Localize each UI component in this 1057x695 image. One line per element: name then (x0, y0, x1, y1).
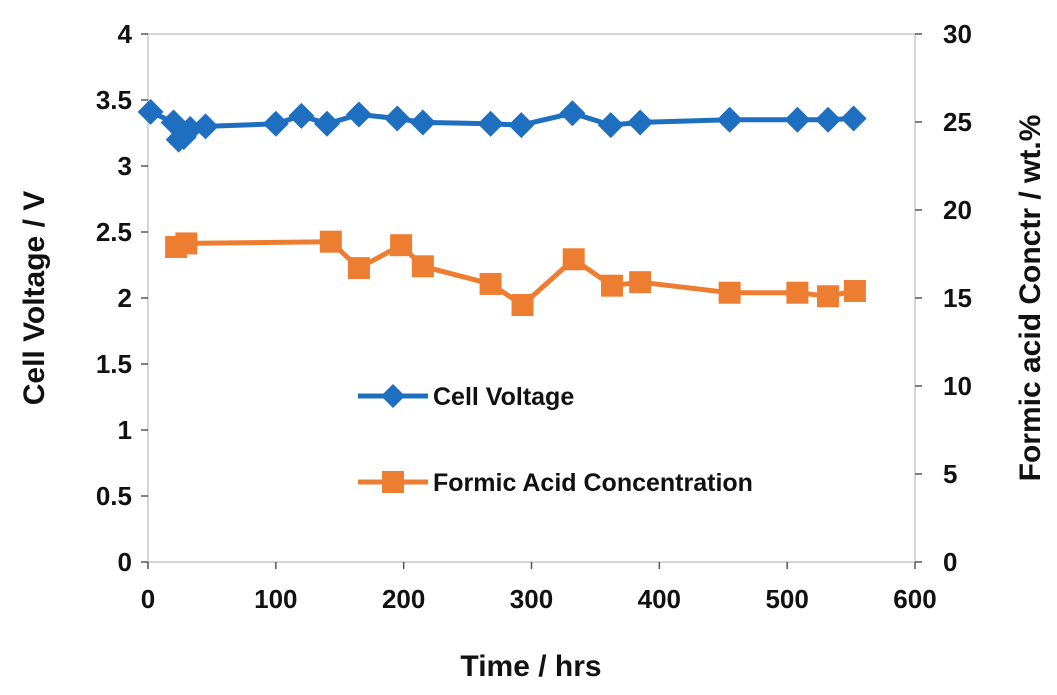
y2-tick-label: 5 (943, 459, 957, 489)
data-point-formic-acid (390, 234, 413, 257)
data-point-cell-voltage (313, 110, 340, 137)
y2-tick-label: 10 (943, 371, 972, 401)
data-point-cell-voltage (784, 106, 811, 133)
y-tick-label: 1 (118, 415, 132, 445)
y-tick-label: 2.5 (96, 217, 132, 247)
x-axis-title: Time / hrs (460, 650, 601, 683)
data-point-cell-voltage (716, 106, 743, 133)
x-tick-label: 600 (893, 584, 936, 614)
y-axis-title: Cell Voltage / V (18, 191, 51, 406)
data-point-formic-acid (175, 232, 198, 255)
y-tick-label: 1.5 (96, 349, 132, 379)
data-point-cell-voltage (288, 102, 315, 129)
data-point-cell-voltage (815, 106, 842, 133)
legend-marker-formic-acid (382, 471, 404, 493)
data-point-cell-voltage (409, 109, 436, 136)
data-point-formic-acid (411, 255, 434, 278)
x-tick-label: 200 (382, 584, 425, 614)
data-point-formic-acid (786, 281, 809, 304)
y2-tick-label: 30 (943, 19, 972, 49)
y-tick-label: 0.5 (96, 481, 132, 511)
data-point-cell-voltage (627, 109, 654, 136)
y2-tick-label: 20 (943, 195, 972, 225)
y2-tick-label: 15 (943, 283, 972, 313)
data-point-cell-voltage (597, 112, 624, 139)
x-tick-label: 100 (254, 584, 297, 614)
legend-label-cell-voltage: Cell Voltage (433, 383, 574, 411)
data-point-formic-acid (479, 272, 502, 295)
y-tick-label: 2 (118, 283, 132, 313)
data-point-cell-voltage (477, 110, 504, 137)
x-tick-label: 0 (141, 584, 155, 614)
legend: Cell Voltage Formic Acid Concentration (358, 383, 753, 497)
y-tick-label: 3 (118, 151, 132, 181)
data-point-cell-voltage (345, 101, 372, 128)
data-point-cell-voltage (262, 110, 289, 137)
y2-axis-title: Formic acid Conctr / wt.% (1014, 115, 1047, 482)
y-tick-label: 4 (118, 19, 133, 49)
data-point-formic-acid (629, 271, 652, 294)
data-point-cell-voltage (508, 112, 535, 139)
data-point-cell-voltage (559, 100, 586, 127)
data-point-formic-acid (843, 279, 866, 302)
y2-tick-label: 0 (943, 547, 957, 577)
series-layer (137, 98, 867, 317)
data-point-formic-acid (817, 285, 840, 308)
data-point-formic-acid (319, 230, 342, 253)
x-tick-label: 500 (765, 584, 808, 614)
y-tick-label: 3.5 (96, 85, 132, 115)
data-point-cell-voltage (192, 113, 219, 140)
x-tick-label: 300 (510, 584, 553, 614)
legend-marker-cell-voltage (381, 384, 405, 408)
data-point-formic-acid (511, 294, 534, 317)
data-point-formic-acid (347, 257, 370, 280)
data-point-formic-acid (601, 274, 624, 297)
data-point-cell-voltage (137, 98, 164, 125)
data-point-cell-voltage (384, 105, 411, 132)
axes-layer: 0 100 200 300 400 500 60000.511.522.533.540510… (96, 19, 972, 614)
y-tick-label: 0 (118, 547, 132, 577)
data-point-formic-acid (718, 281, 741, 304)
legend-label-formic-acid: Formic Acid Concentration (433, 469, 753, 497)
data-point-cell-voltage (840, 105, 867, 132)
y2-tick-label: 25 (943, 107, 972, 137)
x-tick-label: 400 (638, 584, 681, 614)
data-point-formic-acid (562, 248, 585, 271)
